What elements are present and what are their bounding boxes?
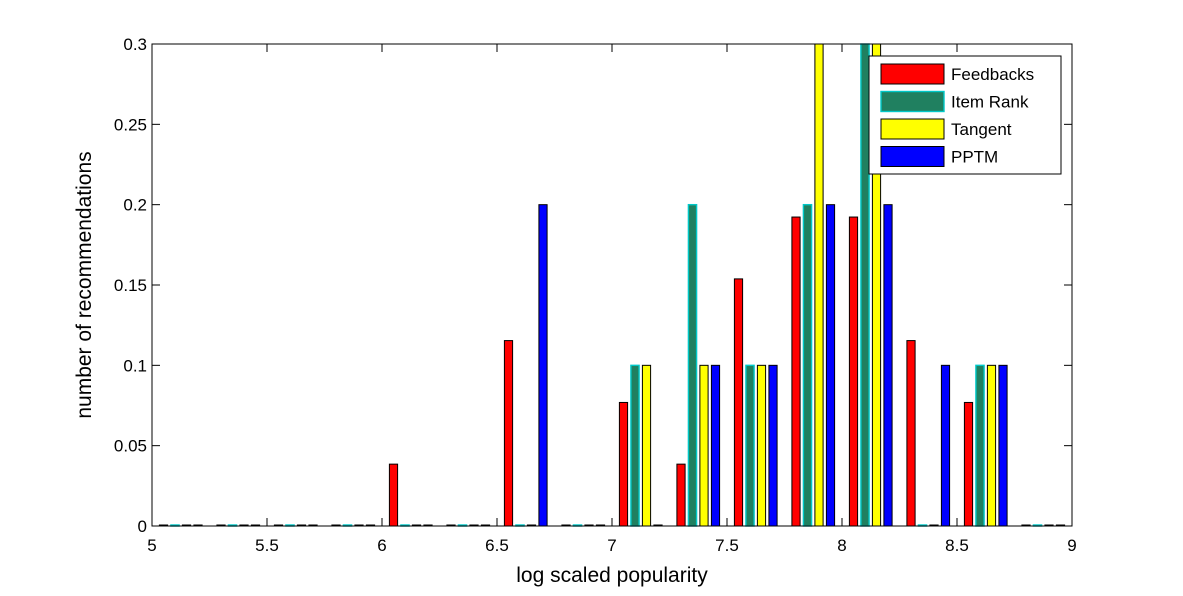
bar-tangent-11 xyxy=(814,43,824,527)
y-tick-label: 0.1 xyxy=(123,356,147,375)
x-tick-label: 5.5 xyxy=(255,536,279,555)
bar-pptm-13 xyxy=(940,364,951,527)
x-tick-label: 6.5 xyxy=(485,536,509,555)
legend-swatch-item-rank xyxy=(880,90,945,113)
bar-tangent-9 xyxy=(699,364,709,527)
y-tick-label: 0.25 xyxy=(114,115,147,134)
x-axis-label: log scaled popularity xyxy=(516,564,708,587)
x-tick-label: 5 xyxy=(147,536,156,555)
bar-pptm-6 xyxy=(538,204,548,527)
x-tick-label: 7.5 xyxy=(715,536,739,555)
y-tick-label: 0.05 xyxy=(114,437,147,456)
bar-item-rank-14 xyxy=(975,364,985,527)
legend-swatch-tangent xyxy=(880,118,945,140)
x-tick-label: 7 xyxy=(607,536,616,555)
bar-pptm-9 xyxy=(710,364,721,527)
bar-item-rank-8 xyxy=(630,364,640,527)
bar-tangent-8 xyxy=(641,364,652,527)
x-tick-label: 8.5 xyxy=(945,536,969,555)
bar-feedbacks-14 xyxy=(963,401,974,527)
bar-feedbacks-4 xyxy=(388,463,399,527)
bar-feedbacks-6 xyxy=(503,340,514,527)
x-tick-label: 8 xyxy=(837,536,846,555)
bar-item-rank-10 xyxy=(745,364,755,527)
bar-feedbacks-11 xyxy=(791,216,801,527)
legend-swatch-pptm xyxy=(880,146,945,167)
ticks-layer: 5 5.5 6 6.5 7 7.5 8 8.5 9 0 0.05 0.1 0.15 0.2 0.25 0.3 xyxy=(114,35,1077,555)
bar-tangent-10 xyxy=(756,364,767,527)
x-tick-label: 9 xyxy=(1067,536,1076,555)
legend-label-pptm: PPTM xyxy=(951,148,998,167)
bar-item-rank-11 xyxy=(802,203,813,527)
legend: Feedbacks Item Rank Tangent PPTM xyxy=(868,55,1062,175)
legend-label-item-rank: Item Rank xyxy=(951,93,1029,112)
bar-pptm-14 xyxy=(998,364,1008,527)
bar-feedbacks-10 xyxy=(733,278,744,527)
bar-feedbacks-13 xyxy=(906,340,916,527)
y-tick-label: 0.3 xyxy=(123,35,147,54)
legend-swatch-feedbacks xyxy=(880,63,945,85)
bar-pptm-12 xyxy=(883,204,893,527)
bar-item-rank-9 xyxy=(687,203,698,527)
legend-label-tangent: Tangent xyxy=(951,120,1012,139)
y-axis-label: number of recommendations xyxy=(73,151,96,418)
bar-tangent-14 xyxy=(986,364,997,527)
legend-label-feedbacks: Feedbacks xyxy=(951,65,1034,84)
bar-feedbacks-8 xyxy=(618,401,629,527)
y-tick-label: 0.2 xyxy=(123,196,147,215)
bar-feedbacks-12 xyxy=(848,216,859,527)
bar-item-rank-12 xyxy=(860,43,870,527)
x-tick-label: 6 xyxy=(377,536,386,555)
y-tick-label: 0 xyxy=(138,517,147,536)
y-tick-label: 0.15 xyxy=(114,276,147,295)
bar-pptm-11 xyxy=(825,204,836,527)
bar-feedbacks-9 xyxy=(676,463,686,527)
bar-pptm-10 xyxy=(768,364,778,527)
